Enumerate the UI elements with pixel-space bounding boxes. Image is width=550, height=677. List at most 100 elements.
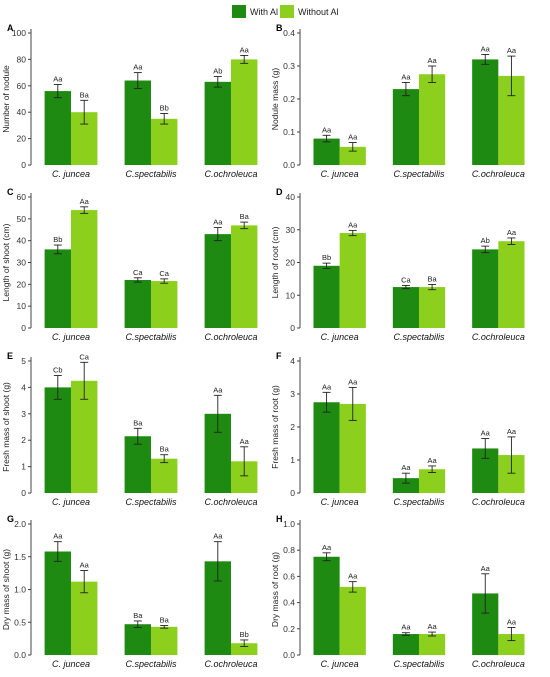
significance-label: Ab [213, 67, 222, 76]
y-tick-label: 2 [21, 435, 26, 445]
y-tick-label: 0.2 [283, 94, 295, 104]
significance-label: Aa [322, 382, 332, 391]
significance-label: Bb [53, 235, 62, 244]
legend: With Al Without Al [232, 5, 339, 18]
significance-label: Ca [79, 352, 89, 361]
error-bar [322, 134, 331, 143]
category-label: C.ochroleuca [204, 497, 257, 507]
bar-with-al [204, 234, 231, 328]
y-axis-label: Nodule mass (g) [270, 68, 280, 131]
bar-without-al [231, 225, 258, 328]
y-tick-label: 1 [21, 462, 26, 472]
significance-label: Aa [322, 543, 332, 552]
significance-label: Aa [348, 133, 358, 142]
y-tick-label: 60 [17, 81, 27, 91]
error-bar [428, 465, 437, 473]
significance-label: Ba [133, 611, 143, 620]
significance-label: Aa [481, 564, 491, 573]
y-tick-label: 0 [21, 488, 26, 498]
error-bar [213, 227, 222, 242]
bar-without-al [419, 287, 446, 328]
error-bar [428, 283, 437, 291]
significance-label: Aa [53, 74, 63, 83]
error-bar [160, 113, 169, 125]
significance-label: Ab [481, 236, 490, 245]
bar-without-al [151, 281, 178, 328]
error-bar [481, 438, 490, 459]
error-bar [348, 142, 357, 152]
y-tick-label: 60 [17, 192, 27, 202]
significance-label: Aa [213, 218, 223, 227]
error-bar [160, 278, 169, 284]
bar-with-al [124, 279, 151, 328]
panel-d: D 0 10 20 30 40 Length of root (cm) Bb Aa C. junc… [270, 187, 525, 342]
significance-label: Aa [348, 572, 358, 581]
error-bar [240, 446, 249, 477]
significance-label: Ba [80, 90, 90, 99]
bar-with-al [472, 59, 499, 165]
panel-letter: F [276, 351, 282, 361]
y-tick-label: 10 [286, 290, 296, 300]
error-bar [481, 573, 490, 614]
bar-without-al [339, 233, 366, 328]
error-bar [507, 627, 516, 642]
bar-with-al [392, 287, 419, 328]
bar-without-al [231, 59, 258, 165]
y-tick-label: 5 [21, 356, 26, 366]
panel-h: H 0.0 0.2 0.4 0.6 0.8 1.0 Dry mass of root (g) A… [270, 514, 525, 669]
bar-with-al [313, 402, 340, 493]
y-axis-label: Dry mass of shoot (g) [1, 549, 11, 630]
panel-letter: B [276, 23, 283, 33]
category-label: C.ochroleuca [204, 332, 257, 342]
error-bar [80, 99, 89, 125]
error-bar [160, 625, 169, 629]
significance-label: Aa [348, 220, 358, 229]
legend-swatch-without-al [280, 5, 294, 18]
error-bar [507, 237, 516, 245]
significance-label: Ca [401, 275, 411, 284]
y-tick-label: 0.0 [14, 650, 26, 660]
bar-with-al [44, 551, 71, 655]
bar-with-al [313, 556, 340, 655]
y-tick-label: 2.0 [14, 519, 26, 529]
bar-without-al [231, 643, 258, 655]
significance-label: Ba [160, 616, 170, 625]
category-label: C.spectabilis [393, 497, 445, 507]
y-tick-label: 0 [21, 323, 26, 333]
y-tick-label: 0.1 [283, 127, 295, 137]
category-label: C. juncea [321, 169, 359, 179]
category-label: C. juncea [321, 332, 359, 342]
y-tick-label: 0 [21, 160, 26, 170]
significance-label: Bb [160, 104, 169, 113]
category-label: C.ochroleuca [472, 497, 525, 507]
error-bar [401, 632, 410, 636]
y-tick-label: 3 [21, 409, 26, 419]
error-bar [53, 375, 62, 400]
error-bar [401, 284, 410, 290]
significance-label: Cb [53, 366, 63, 375]
bar-with-al [472, 249, 499, 328]
error-bar [322, 391, 331, 413]
panel-g: G 0.0 0.5 1.0 1.5 2.0 Dry mass of shoot (g) Aa A… [1, 514, 258, 669]
y-tick-label: 40 [17, 236, 27, 246]
category-label: C.spectabilis [393, 169, 445, 179]
legend-label-with-al: With Al [250, 7, 278, 17]
panel-letter: E [7, 351, 13, 361]
panel-e: E 0 1 2 3 4 5 Fresh mass of shoot (g) Cb Ca C. jun… [1, 351, 258, 507]
bar-without-al [151, 118, 178, 165]
error-bar [348, 386, 357, 421]
y-tick-label: 1.0 [14, 585, 26, 595]
panel-letter: A [7, 23, 14, 33]
bar-with-al [313, 265, 340, 328]
y-tick-label: 100 [12, 28, 26, 38]
significance-label: Aa [133, 63, 143, 72]
category-label: C. juncea [321, 497, 359, 507]
category-label: C. juncea [52, 169, 90, 179]
error-bar [213, 76, 222, 88]
significance-label: Aa [507, 46, 517, 55]
y-tick-label: 0.4 [283, 598, 295, 608]
panel-letter: D [276, 187, 283, 197]
error-bar [507, 436, 516, 474]
y-axis-label: Fresh mass of root (g) [270, 385, 280, 469]
